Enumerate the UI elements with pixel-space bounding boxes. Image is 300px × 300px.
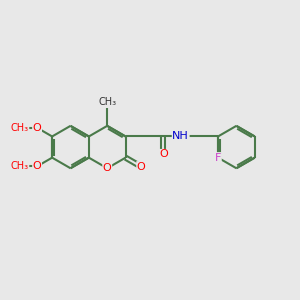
- Text: O: O: [33, 161, 41, 171]
- Text: CH₃: CH₃: [98, 97, 116, 107]
- Text: O: O: [159, 149, 168, 160]
- Text: CH₃: CH₃: [11, 123, 29, 133]
- Text: NH: NH: [172, 131, 189, 142]
- Text: O: O: [103, 163, 112, 173]
- Text: O: O: [137, 162, 146, 172]
- Text: O: O: [33, 123, 41, 133]
- Text: CH₃: CH₃: [11, 161, 29, 171]
- Text: F: F: [215, 153, 221, 163]
